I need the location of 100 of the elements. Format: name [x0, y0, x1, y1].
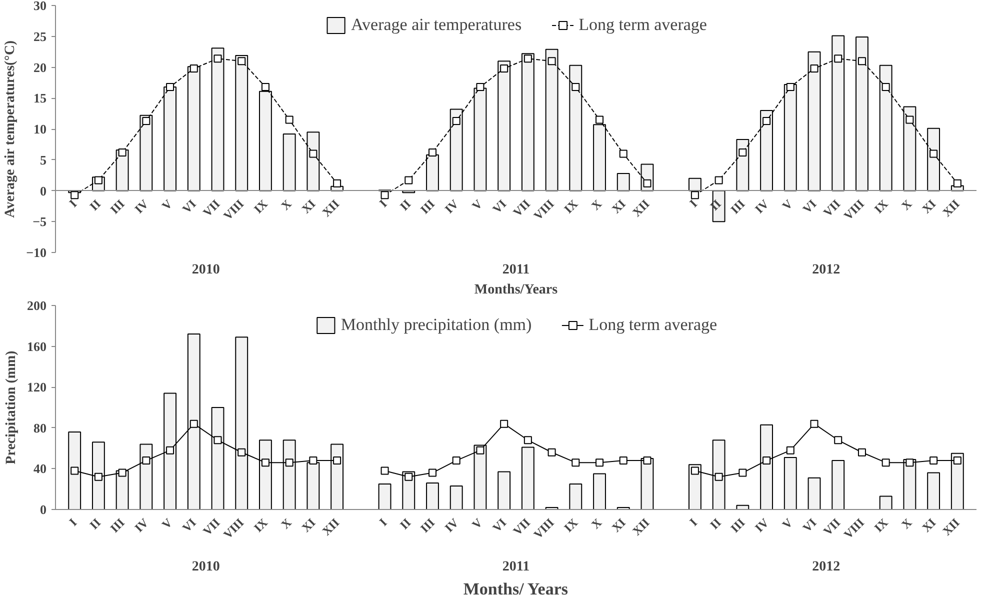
x-tick-label: III — [418, 196, 438, 217]
x-tick-label: VIII — [220, 515, 247, 542]
x-tick-label: XII — [630, 196, 652, 220]
y-tick-label: −10 — [26, 245, 47, 260]
x-tick-label: V — [469, 196, 486, 213]
y-tick-label: 200 — [27, 298, 46, 313]
x-tick-label: VIII — [220, 196, 247, 223]
x-tick-label: III — [107, 196, 128, 217]
x-tick-label: I — [66, 196, 80, 210]
x-tick-label: X — [588, 515, 605, 532]
x-tick-label: VII — [820, 515, 844, 538]
text: 2011 — [502, 560, 530, 574]
x-tick-label: IV — [442, 515, 462, 535]
x-tick-label: VIII — [840, 515, 868, 542]
x-tick-label: V — [158, 515, 176, 532]
x-tick-label: XI — [608, 515, 629, 535]
y-tick-label: 20 — [34, 60, 46, 75]
y-tick-label: 160 — [27, 338, 46, 354]
x-tick-label: VII — [200, 515, 223, 538]
x-tick-label: X — [278, 515, 295, 532]
x-tick-label: III — [107, 515, 128, 536]
x-tick-label: II — [86, 515, 104, 532]
x-tick-label: VII — [510, 515, 534, 538]
x-tick-label: VII — [510, 196, 534, 220]
x-tick-label: XI — [919, 196, 939, 216]
x-axis-title: Months/Years — [474, 282, 558, 298]
x-tick-label: III — [418, 515, 438, 536]
x-tick-label: VI — [180, 515, 200, 535]
x-tick-label: VI — [490, 196, 510, 216]
x-tick-label: IX — [561, 515, 581, 535]
x-tick-label: VI — [800, 196, 820, 216]
x-tick-label: XI — [608, 196, 629, 216]
x-tick-label: VII — [200, 196, 223, 220]
x-tick-label: III — [728, 515, 748, 536]
x-tick-label: X — [588, 196, 605, 213]
x-tick-label: VIII — [840, 196, 868, 223]
y-tick-label: 40 — [34, 461, 46, 476]
legend-label: Monthly precipitation (mm) — [340, 315, 532, 335]
x-tick-label: VI — [490, 515, 510, 535]
x-tick-label: VII — [820, 196, 844, 220]
x-tick-label: VIII — [530, 515, 557, 542]
x-tick-label: IX — [251, 515, 271, 535]
x-tick-label: X — [898, 196, 915, 213]
x-tick-label: IV — [752, 515, 772, 535]
x-tick-label: XII — [940, 515, 963, 538]
x-tick-label: XII — [319, 196, 342, 220]
x-tick-label: VI — [180, 196, 200, 216]
legend-label: Long term average — [578, 15, 707, 35]
text: 2010 — [192, 560, 220, 574]
x-tick-label: II — [707, 515, 724, 532]
y-tick-label: 15 — [34, 90, 47, 106]
y-tick-label: 5 — [40, 152, 47, 168]
x-tick-label: XII — [940, 196, 963, 220]
text: 2010 — [192, 262, 220, 278]
x-tick-label: II — [86, 196, 104, 214]
x-tick-label: IX — [561, 196, 581, 216]
x-tick-label: X — [278, 196, 295, 213]
legend-label: Average air temperatures — [351, 15, 522, 35]
x-tick-label: III — [728, 196, 748, 217]
y-tick-label: 10 — [34, 122, 46, 136]
x-tick-label: XII — [319, 515, 342, 538]
y-tick-label: 0 — [40, 183, 46, 198]
x-tick-label: V — [779, 515, 796, 532]
y-tick-label: 120 — [27, 380, 46, 395]
x-tick-label: IV — [132, 196, 152, 216]
y-axis-title: Average air temperatures(°C) — [3, 40, 18, 218]
x-tick-label: I — [376, 196, 390, 210]
x-tick-label: VIII — [530, 196, 557, 223]
text: 2012 — [812, 560, 840, 574]
x-tick-label: II — [707, 196, 724, 214]
x-tick-label: I — [686, 196, 700, 210]
x-tick-label: IV — [132, 515, 152, 535]
x-tick-label: I — [66, 515, 80, 529]
y-tick-label: −5 — [32, 214, 47, 230]
text: 2011 — [502, 262, 530, 278]
x-tick-label: XI — [919, 515, 939, 535]
x-tick-label: IX — [871, 515, 892, 535]
x-tick-label: IX — [871, 196, 892, 216]
x-tick-label: I — [686, 515, 700, 529]
x-tick-label: XI — [298, 515, 318, 535]
y-tick-label: 80 — [34, 420, 46, 436]
x-tick-label: I — [376, 515, 390, 529]
y-tick-label: 0 — [40, 502, 46, 517]
x-tick-label: II — [397, 515, 414, 532]
x-tick-label: II — [397, 196, 414, 214]
x-tick-label: X — [898, 515, 915, 532]
y-tick-label: 25 — [34, 28, 47, 44]
x-tick-label: IV — [442, 196, 462, 216]
x-tick-label: XII — [630, 515, 652, 538]
legend-label: Long term average — [588, 315, 718, 335]
x-tick-label: V — [469, 515, 486, 532]
x-axis-title: Months/ Years — [463, 580, 568, 598]
x-tick-label: XI — [298, 196, 318, 216]
x-tick-label: V — [779, 196, 796, 213]
y-axis-title: Precipitation (mm) — [4, 350, 19, 464]
x-tick-label: IV — [752, 196, 772, 216]
y-tick-label: 30 — [34, 0, 46, 13]
x-tick-label: V — [158, 196, 176, 213]
text: 2012 — [812, 262, 840, 278]
x-tick-label: IX — [251, 196, 271, 216]
